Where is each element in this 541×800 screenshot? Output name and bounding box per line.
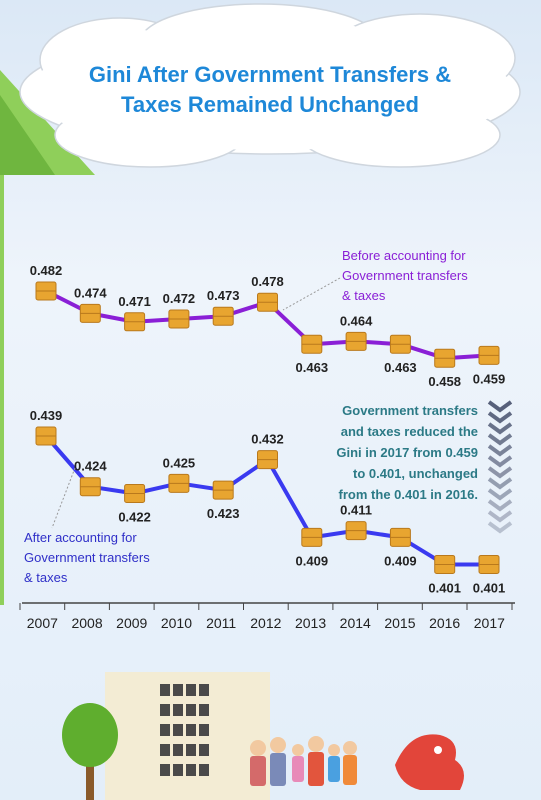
data-label: 0.473	[207, 288, 240, 303]
chevron-down-icon	[487, 499, 513, 512]
dragon-icon	[395, 734, 464, 790]
chevron-down-icon	[487, 411, 513, 424]
chevron-down-icon	[487, 521, 513, 534]
data-label: 0.471	[118, 294, 151, 309]
chevron-down-icon	[487, 422, 513, 435]
data-label: 0.482	[30, 263, 63, 278]
after-label-line: Government transfers	[24, 550, 150, 565]
x-tick-label: 2015	[384, 615, 415, 631]
data-label: 0.409	[296, 553, 329, 568]
chevron-down-icon	[487, 488, 513, 501]
building-window	[199, 684, 209, 696]
building-window	[186, 744, 196, 756]
data-label: 0.463	[384, 360, 417, 375]
cloud-puff	[330, 24, 510, 100]
building-window	[186, 704, 196, 716]
chevron-down-icon	[487, 455, 513, 468]
data-label: 0.411	[340, 503, 372, 518]
data-label: 0.478	[251, 274, 284, 289]
building-window	[173, 684, 183, 696]
down-arrow-icon	[487, 400, 513, 534]
before-label-line: Before accounting for	[342, 248, 466, 263]
chevron-down-icon	[487, 466, 513, 479]
data-label: 0.423	[207, 506, 240, 521]
chart-area: 0.482 0.474 0.471 0.472 0.473 0.478 0.463 0.464…	[19, 263, 515, 631]
after-label-line: & taxes	[24, 570, 68, 585]
building-window	[160, 744, 170, 756]
data-label: 0.458	[428, 374, 461, 389]
data-label: 0.439	[30, 408, 63, 423]
cloud-puff	[145, 12, 375, 78]
building-window	[199, 744, 209, 756]
x-tick-label: 2010	[161, 615, 192, 631]
family-icon	[250, 736, 357, 786]
building-window	[160, 684, 170, 696]
data-label: 0.463	[296, 360, 329, 375]
data-label: 0.409	[384, 553, 417, 568]
before-label-line: Government transfers	[342, 268, 468, 283]
building-window	[186, 684, 196, 696]
chevron-down-icon	[487, 400, 513, 413]
note-text: Government transfers and taxes reduced t…	[336, 403, 478, 502]
data-label: 0.422	[118, 509, 151, 524]
note-line: to 0.401, unchanged	[353, 466, 478, 481]
building-window	[199, 704, 209, 716]
chevron-down-icon	[487, 444, 513, 457]
x-tick-label: 2016	[429, 615, 460, 631]
x-tick-label: 2008	[71, 615, 102, 631]
data-label: 0.401	[428, 580, 461, 595]
note-line: Government transfers	[342, 403, 478, 418]
data-label: 0.424	[74, 459, 107, 474]
data-label: 0.474	[74, 285, 107, 300]
x-tick-label: 2011	[206, 615, 236, 631]
data-label: 0.464	[340, 313, 373, 328]
after-label: After accounting for Government transfer…	[24, 530, 150, 585]
building-window	[199, 724, 209, 736]
x-tick-label: 2012	[250, 615, 281, 631]
note-line: Gini in 2017 from 0.459	[336, 445, 478, 460]
building-window	[173, 744, 183, 756]
chevron-down-icon	[487, 510, 513, 523]
data-label: 0.432	[251, 432, 284, 447]
title-line-2: Taxes Remained Unchanged	[121, 92, 419, 117]
data-label: 0.459	[473, 371, 506, 386]
cloud-puff	[45, 28, 195, 100]
before-label-line: & taxes	[342, 288, 386, 303]
title-line-1: Gini After Government Transfers &	[89, 62, 451, 87]
after-label-line: After accounting for	[24, 530, 137, 545]
building-window	[173, 724, 183, 736]
building-illustration	[105, 672, 270, 800]
chevron-down-icon	[487, 433, 513, 446]
building-window	[186, 764, 196, 776]
building-window	[160, 724, 170, 736]
data-label: 0.472	[163, 291, 196, 306]
building-window	[199, 764, 209, 776]
before-label: Before accounting for Government transfe…	[342, 248, 468, 303]
x-tick-label: 2014	[340, 615, 371, 631]
chevron-down-icon	[487, 477, 513, 490]
note-line: from the 0.401 in 2016.	[339, 487, 478, 502]
note-line: and taxes reduced the	[341, 424, 478, 439]
building-window	[186, 724, 196, 736]
x-tick-label: 2007	[27, 615, 58, 631]
x-tick-label: 2009	[116, 615, 147, 631]
data-label: 0.401	[473, 580, 506, 595]
before-leader-line	[282, 277, 341, 311]
data-label: 0.425	[163, 455, 196, 470]
after-leader-line	[51, 467, 76, 529]
building-window	[173, 764, 183, 776]
building-window	[173, 704, 183, 716]
building-window	[160, 764, 170, 776]
building-window	[160, 704, 170, 716]
x-tick-label: 2013	[295, 615, 326, 631]
tree-icon	[62, 703, 118, 800]
x-tick-label: 2017	[474, 615, 505, 631]
